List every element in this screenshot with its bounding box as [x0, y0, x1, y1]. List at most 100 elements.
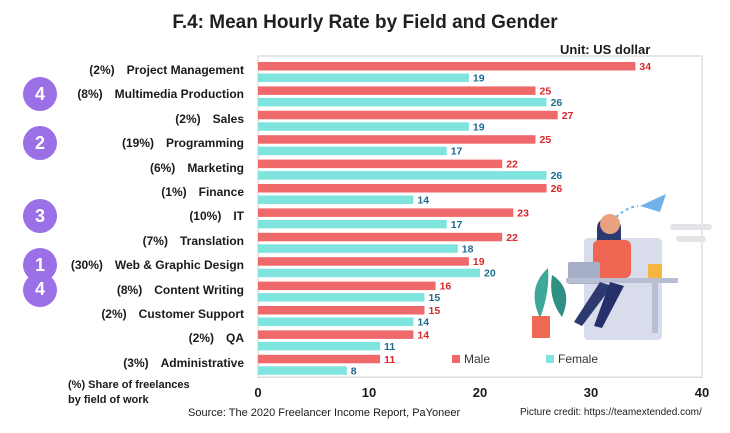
rank-badge: 3 [23, 199, 57, 234]
bar-female [258, 195, 414, 204]
bar-female [258, 122, 469, 131]
bar-male [258, 135, 536, 144]
bar-male [258, 184, 547, 193]
share-percent: (7%) [142, 233, 168, 248]
unit-label: Unit: US dollar [560, 42, 651, 57]
value-label-female: 17 [451, 219, 463, 231]
picture-credit: Picture credit: https://teamextended.com… [520, 407, 702, 418]
value-label-male: 22 [506, 232, 518, 244]
bar-female [258, 171, 547, 180]
share-note-line: by field of work [68, 394, 149, 406]
share-percent: (19%) [121, 136, 154, 151]
share-percent: (3%) [123, 355, 149, 370]
share-percent: (30%) [70, 258, 103, 273]
bar-female [258, 341, 381, 351]
category-label: (7%) Translation [143, 234, 244, 248]
category-label: (19%) Programming [122, 136, 244, 150]
value-label-male: 16 [440, 281, 452, 293]
x-axis-ticks: 0 10 20 30 40 [254, 385, 709, 400]
value-label-female: 11 [384, 341, 395, 353]
legend: Male Female [452, 352, 598, 366]
bar-male [258, 208, 514, 217]
x-tick-label: 10 [362, 385, 376, 400]
bar-male [258, 232, 503, 242]
bar-male [258, 110, 558, 120]
value-label-female: 19 [473, 73, 485, 85]
value-label-male: 23 [517, 207, 529, 219]
chart-title: F.4: Mean Hourly Rate by Field and Gende… [172, 12, 558, 33]
share-percent: (2%) [101, 307, 127, 321]
category-name: Content Writing [154, 282, 244, 297]
value-label-male: 19 [473, 256, 485, 268]
value-label-female: 18 [462, 243, 474, 255]
value-label-female: 20 [484, 268, 496, 280]
category-name: Multimedia Production [114, 87, 244, 102]
value-label-male: 26 [551, 183, 563, 195]
category-name: Sales [212, 111, 244, 126]
category-name: Marketing [187, 160, 244, 175]
bar-male [258, 330, 414, 339]
bar-male [258, 354, 381, 364]
share-percent: (2%) [89, 63, 115, 77]
bar-male [258, 159, 503, 169]
value-label-male: 27 [562, 110, 574, 122]
value-label-male: 22 [506, 159, 518, 171]
value-label-female: 14 [417, 195, 429, 207]
value-label-female: 26 [551, 97, 563, 109]
category-label: (10%) IT [189, 209, 244, 223]
source-note: Source: The 2020 Freelancer Income Repor… [188, 407, 461, 419]
bar-female [258, 366, 347, 375]
value-label-male: 15 [429, 305, 441, 317]
rank-badge: 2 [23, 126, 57, 161]
category-label: (30%) Web & Graphic Design [71, 258, 244, 272]
x-tick-label: 20 [473, 385, 487, 400]
category-label: (2%) Sales [175, 112, 244, 126]
share-percent: (8%) [116, 282, 143, 297]
x-tick-label: 30 [584, 385, 598, 400]
category-label: (8%) Content Writing [117, 283, 244, 297]
value-label-female: 19 [473, 121, 485, 133]
category-label: (6%) Marketing [150, 161, 244, 175]
share-percent: (2%) [188, 331, 214, 346]
rank-badge: 4 [23, 77, 57, 112]
value-label-female: 8 [351, 365, 357, 377]
freelancer-illustration [532, 194, 712, 340]
value-label-female: 26 [551, 170, 563, 182]
x-tick-label: 0 [254, 385, 261, 400]
bar-female [258, 219, 447, 229]
category-label: (8%) Multimedia Production [77, 87, 244, 101]
value-label-female: 17 [451, 146, 463, 158]
bar-female [258, 317, 414, 326]
bar-female [258, 293, 425, 302]
category-label: (1%) Finance [161, 185, 244, 199]
bar-female [258, 244, 458, 253]
category-name: Web & Graphic Design [114, 258, 244, 273]
share-percent: (1%) [161, 185, 187, 199]
bar-male [258, 281, 436, 291]
category-name: Administrative [160, 355, 244, 370]
value-label-male: 25 [540, 134, 552, 146]
share-note-line: (%) Share of freelances [68, 379, 190, 391]
value-labels: 3419252627192517222626142317221819201615… [351, 61, 651, 377]
category-name: Programming [165, 136, 244, 151]
share-percent: (8%) [77, 87, 103, 102]
value-label-male: 11 [384, 354, 395, 366]
legend-label-female: Female [558, 352, 598, 366]
value-label-male: 34 [639, 61, 651, 73]
legend-swatch-male [452, 355, 460, 363]
bar-female [258, 146, 447, 156]
category-label: (2%) QA [189, 331, 244, 345]
category-name: QA [226, 331, 244, 346]
category-name: Project Management [126, 63, 244, 77]
chart-bars [258, 62, 636, 375]
category-label: (2%) Project Management [89, 63, 244, 77]
category-label: (2%) Customer Support [101, 307, 244, 321]
bar-female [258, 73, 469, 82]
rank-badge: 4 [23, 272, 57, 307]
value-label-male: 25 [540, 85, 552, 97]
bar-male [258, 306, 425, 315]
bar-female [258, 97, 547, 107]
category-name: Customer Support [138, 307, 244, 321]
share-percent: (6%) [149, 160, 176, 175]
